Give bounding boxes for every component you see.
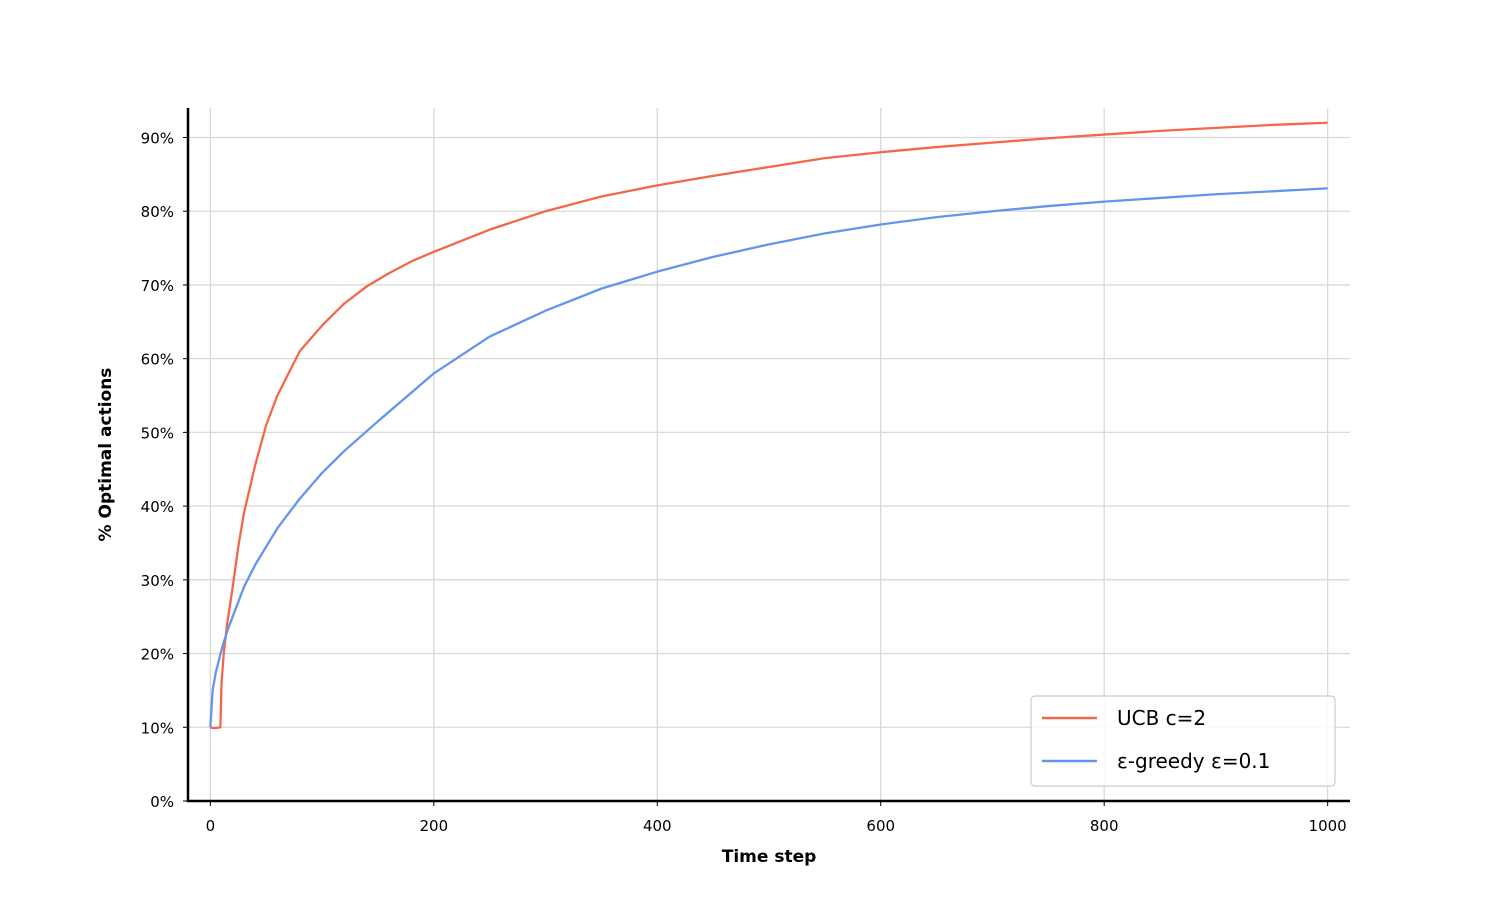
series-line-0: [209, 121, 1328, 730]
legend-box: [1030, 695, 1336, 787]
y-tick-label: 50%: [141, 424, 174, 442]
axes: [183, 108, 1350, 806]
x-tick-label: 600: [866, 817, 895, 835]
x-tick-label: 200: [419, 817, 448, 835]
legend-label: UCB c=2: [1117, 706, 1206, 730]
y-tick-label: 70%: [141, 277, 174, 295]
x-tick-label: 0: [206, 817, 216, 835]
y-tick-label: 90%: [141, 129, 174, 147]
legend: UCB c=2 ε-greedy ε=0.1: [1030, 695, 1336, 787]
x-tick-label: 800: [1090, 817, 1119, 835]
x-tick-label: 1000: [1309, 817, 1347, 835]
y-tick-label: 30%: [141, 572, 174, 590]
y-tick-label: 20%: [141, 646, 174, 664]
tick-labels: 0 200 400 600 800 1000 0% 10% 20% 30% 40% 50% 60% 70%…: [141, 129, 1347, 835]
y-tick-label: 80%: [141, 203, 174, 221]
y-axis-title: % Optimal actions: [96, 368, 116, 542]
series-lines: [209, 121, 1328, 730]
x-axis-title: Time step: [722, 847, 817, 867]
series-line-1: [209, 187, 1328, 728]
y-tick-label: 0%: [150, 793, 174, 811]
y-tick-label: 40%: [141, 498, 174, 516]
legend-label: ε-greedy ε=0.1: [1117, 749, 1270, 773]
x-tick-label: 400: [643, 817, 672, 835]
y-tick-label: 10%: [141, 719, 174, 737]
grid: [188, 108, 1350, 801]
y-tick-label: 60%: [141, 351, 174, 369]
